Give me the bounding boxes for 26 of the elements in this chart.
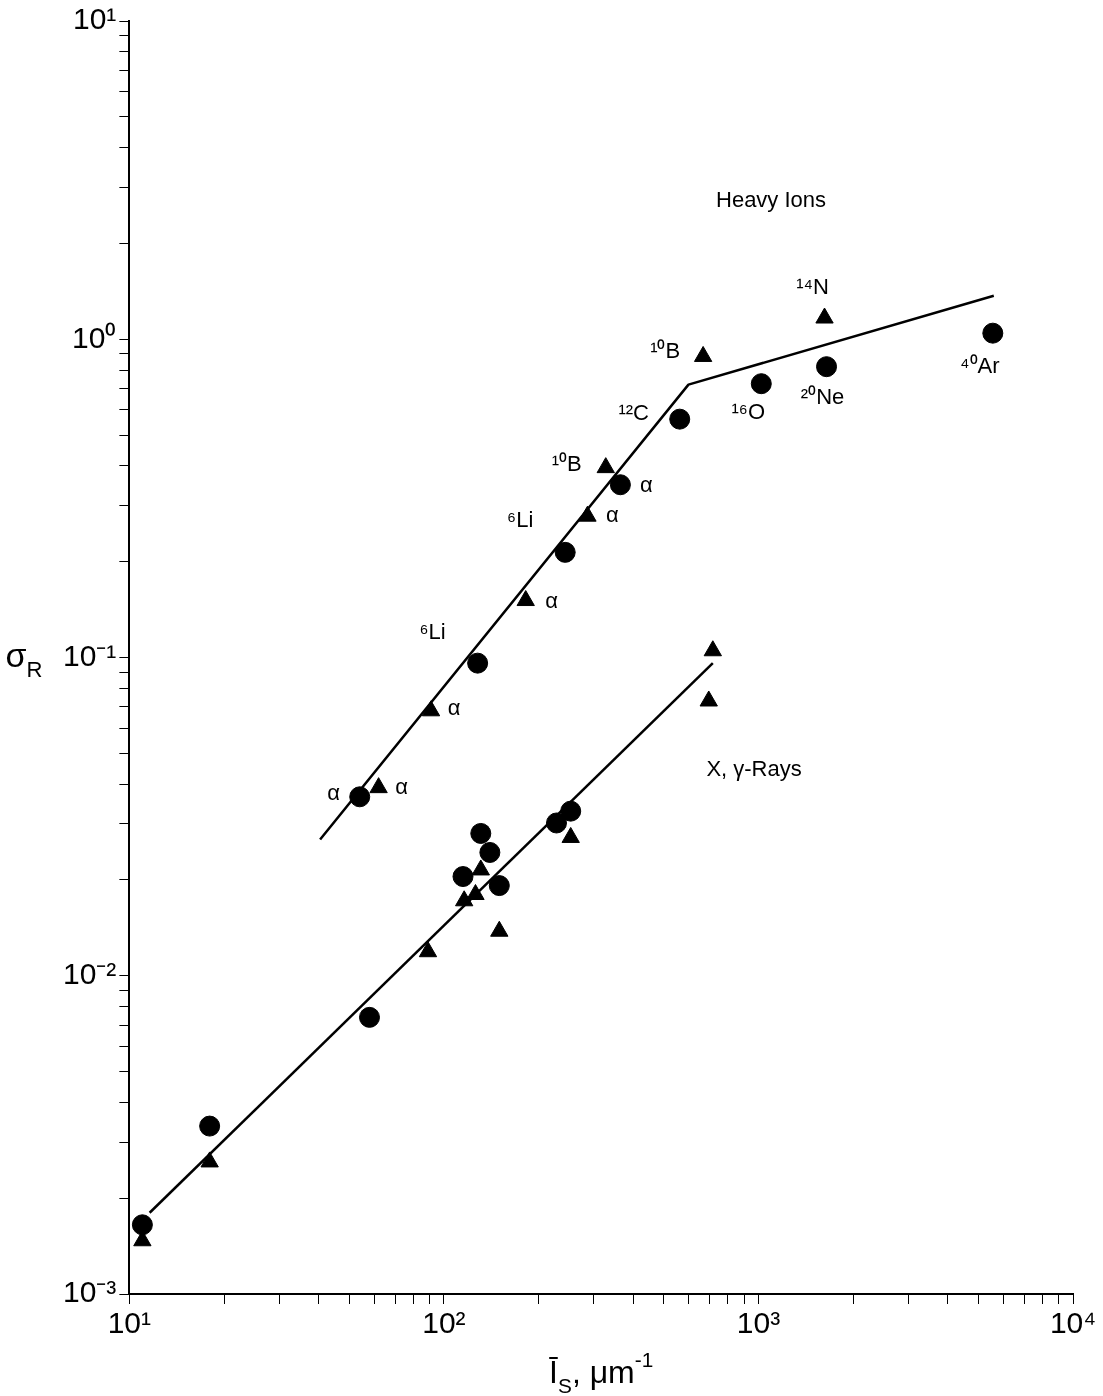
annotation: X, γ-Rays <box>706 755 802 781</box>
y-tick-label: 10⁰ <box>71 320 117 354</box>
annotation: ¹²C <box>618 400 650 426</box>
annotation: ⁶Li <box>419 619 446 645</box>
annotation: α <box>640 471 654 497</box>
x-tick-label: 10² <box>422 1306 466 1340</box>
annotation: ⁶Li <box>507 507 534 533</box>
annotation: ⁴⁰Ar <box>960 353 1000 379</box>
annotation: Heavy Ions <box>716 186 827 212</box>
y-tick-label: 10¹ <box>73 2 117 36</box>
annotation: α <box>395 773 409 799</box>
annotation: ¹⁰B <box>650 337 681 363</box>
annotation: α <box>606 502 620 528</box>
annotation: α <box>327 779 341 805</box>
y-tick-label: 10⁻² <box>63 957 117 991</box>
x-tick-label: 10⁴ <box>1049 1306 1097 1340</box>
x-tick-label: 10³ <box>736 1306 781 1340</box>
annotation: ¹⁶O <box>731 398 766 424</box>
annotation: ²⁰Ne <box>800 383 845 409</box>
y-tick-label: 10⁻³ <box>63 1275 117 1309</box>
annotation: ¹⁰B <box>551 450 582 476</box>
annotation: α <box>545 587 559 613</box>
annotation: α <box>447 694 461 720</box>
x-tick-label: 10¹ <box>107 1306 152 1340</box>
annotation: ¹⁴N <box>796 274 829 300</box>
y-tick-label: 10⁻¹ <box>63 638 117 672</box>
